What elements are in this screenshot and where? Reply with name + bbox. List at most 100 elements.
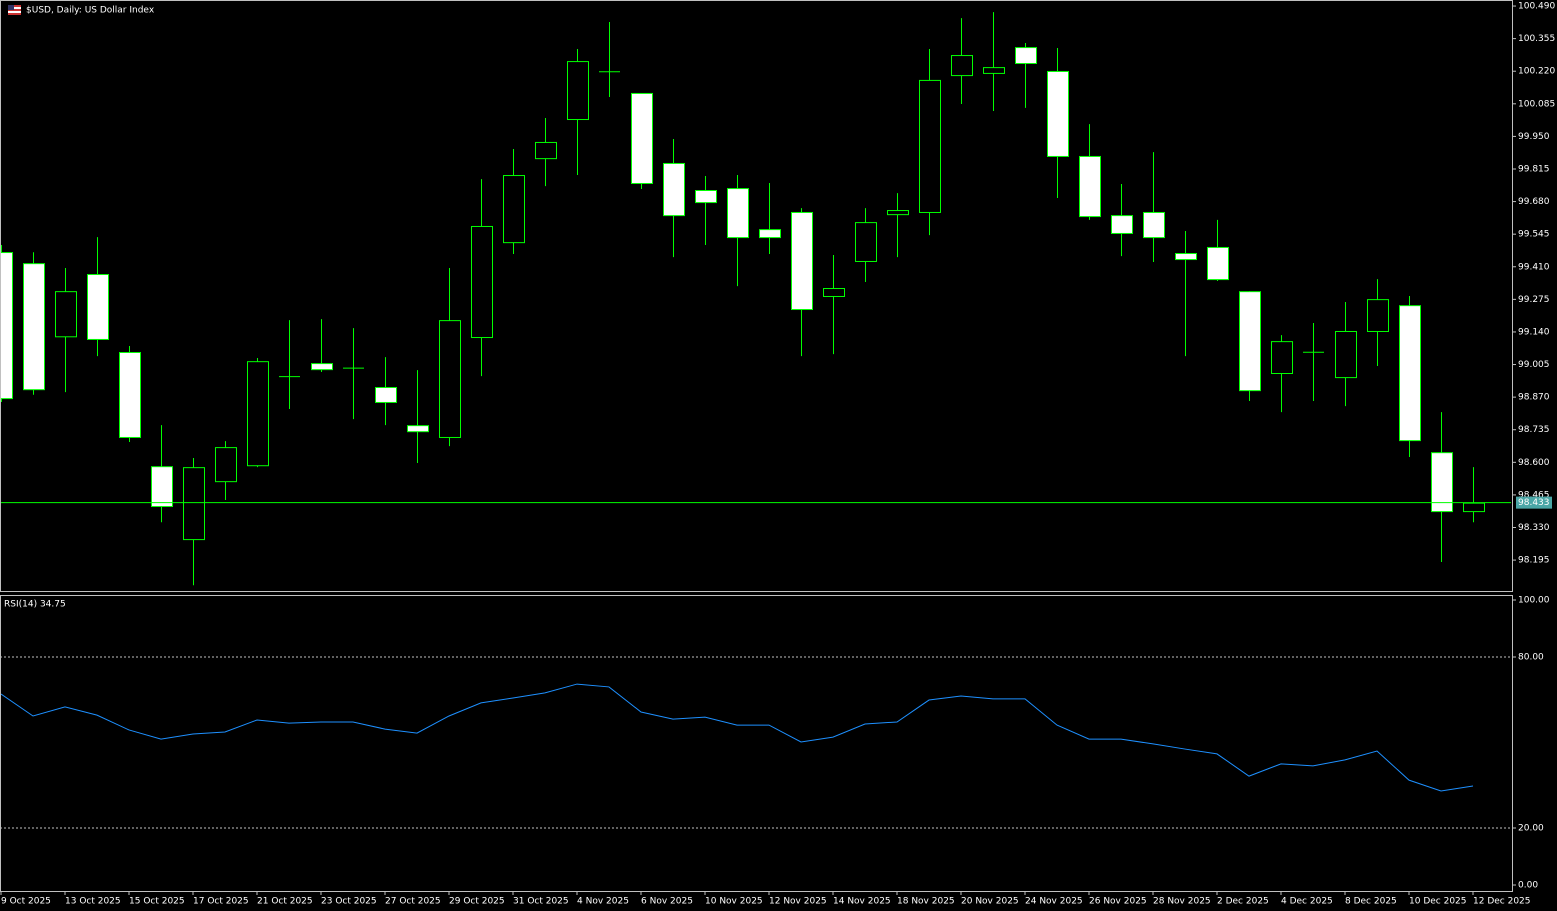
- y-tick-label: 98.870: [1518, 393, 1550, 403]
- candle-body: [663, 162, 685, 217]
- candle-body: [247, 361, 269, 467]
- y-tick-label: 98.600: [1518, 458, 1550, 468]
- last-price-label: 98.433: [1518, 498, 1550, 508]
- x-tick-label: 21 Oct 2025: [257, 897, 313, 907]
- x-tick-label: 9 Oct 2025: [1, 897, 51, 907]
- rsi-plot: [1, 656, 1511, 829]
- y-tick-label: 100.00: [1518, 595, 1550, 605]
- x-tick-label: 31 Oct 2025: [513, 897, 569, 907]
- candle-body: [1463, 502, 1485, 513]
- y-tick-label: 99.140: [1518, 327, 1550, 337]
- y-tick-label: 80.00: [1518, 652, 1544, 662]
- candle-body: [1175, 253, 1197, 261]
- last-price-box: [1516, 496, 1552, 509]
- candle-body: [439, 320, 461, 438]
- y-tick-label: 0.00: [1518, 881, 1538, 891]
- x-tick-label: 28 Nov 2025: [1153, 897, 1211, 907]
- candle-body: [119, 351, 141, 438]
- candle-body: [1431, 452, 1453, 513]
- candle-body: [55, 291, 77, 338]
- y-tick-label: 99.815: [1518, 164, 1550, 174]
- price-plot: [1, 12, 1511, 586]
- candle-body: [1, 252, 13, 400]
- candle-body: [919, 79, 941, 213]
- candle-body: [1111, 215, 1133, 234]
- candle-body: [759, 229, 781, 239]
- y-tick-label: 100.085: [1518, 99, 1555, 109]
- y-tick-label: 99.545: [1518, 230, 1550, 240]
- rsi-frame: [0, 595, 1513, 892]
- candle-body: [631, 92, 653, 184]
- x-tick-label: 15 Oct 2025: [129, 897, 185, 907]
- candle-body: [1367, 299, 1389, 332]
- y-tick-label: 98.735: [1518, 425, 1550, 435]
- y-tick-label: 99.680: [1518, 197, 1550, 207]
- candle-body: [23, 263, 45, 391]
- candle-body: [1015, 47, 1037, 65]
- candle-body: [407, 425, 429, 433]
- candle-body: [1207, 246, 1229, 281]
- candle-body: [311, 363, 333, 371]
- x-tick-label: 6 Nov 2025: [641, 897, 693, 907]
- x-tick-label: 13 Oct 2025: [65, 897, 121, 907]
- flag-icon: [8, 5, 21, 15]
- candle-body: [567, 61, 589, 121]
- candle-body: [151, 466, 173, 508]
- x-tick-label: 24 Nov 2025: [1025, 897, 1083, 907]
- y-tick-label: 99.410: [1518, 262, 1550, 272]
- x-tick-label: 14 Nov 2025: [833, 897, 891, 907]
- candle-body: [1271, 341, 1293, 374]
- candle-body: [375, 386, 397, 403]
- y-tick-label: 99.005: [1518, 360, 1550, 370]
- candle-body: [951, 55, 973, 77]
- rsi-line: [1, 683, 1474, 792]
- x-tick-label: 20 Nov 2025: [961, 897, 1019, 907]
- candle-body: [791, 211, 813, 311]
- x-tick-label: 4 Dec 2025: [1281, 897, 1333, 907]
- y-tick-label: 20.00: [1518, 824, 1544, 834]
- candle-body: [87, 274, 109, 340]
- candle-body: [727, 188, 749, 239]
- x-tick-label: 18 Nov 2025: [897, 897, 955, 907]
- candle-body: [215, 447, 237, 483]
- candle-body: [1399, 305, 1421, 442]
- y-tick-label: 99.950: [1518, 132, 1550, 142]
- x-tick-label: 29 Oct 2025: [449, 897, 505, 907]
- candle-body: [503, 175, 525, 244]
- x-tick-label: 12 Dec 2025: [1473, 897, 1531, 907]
- x-tick-label: 26 Nov 2025: [1089, 897, 1147, 907]
- candle-body: [855, 222, 877, 262]
- chart-title: $USD, Daily: US Dollar Index: [26, 6, 155, 16]
- x-tick-label: 10 Nov 2025: [705, 897, 763, 907]
- candle-body: [1143, 211, 1165, 239]
- x-tick-label: 4 Nov 2025: [577, 897, 629, 907]
- candle-body: [1047, 70, 1069, 157]
- y-tick-label: 100.490: [1518, 2, 1555, 12]
- y-tick-label: 100.355: [1518, 34, 1555, 44]
- x-tick-label: 17 Oct 2025: [193, 897, 249, 907]
- rsi-title: RSI(14) 34.75: [4, 600, 66, 610]
- x-tick-label: 2 Dec 2025: [1217, 897, 1269, 907]
- y-tick-label: 98.465: [1518, 490, 1550, 500]
- y-tick-label: 99.275: [1518, 295, 1550, 305]
- candle-body: [1079, 155, 1101, 218]
- x-tick-label: 8 Dec 2025: [1345, 897, 1397, 907]
- candle-body: [535, 141, 557, 160]
- x-tick-label: 10 Dec 2025: [1409, 897, 1467, 907]
- main-frame: [0, 0, 1513, 592]
- candle-body: [471, 225, 493, 339]
- x-tick-label: 27 Oct 2025: [385, 897, 441, 907]
- candle-body: [695, 189, 717, 204]
- y-tick-label: 98.195: [1518, 556, 1550, 566]
- x-tick-label: 23 Oct 2025: [321, 897, 377, 907]
- candle-body: [1239, 291, 1261, 392]
- y-tick-label: 98.330: [1518, 523, 1550, 533]
- y-tick-label: 100.220: [1518, 67, 1555, 77]
- candle-body: [887, 210, 909, 216]
- candle-body: [823, 288, 845, 297]
- candle-body: [983, 67, 1005, 74]
- x-tick-label: 12 Nov 2025: [769, 897, 827, 907]
